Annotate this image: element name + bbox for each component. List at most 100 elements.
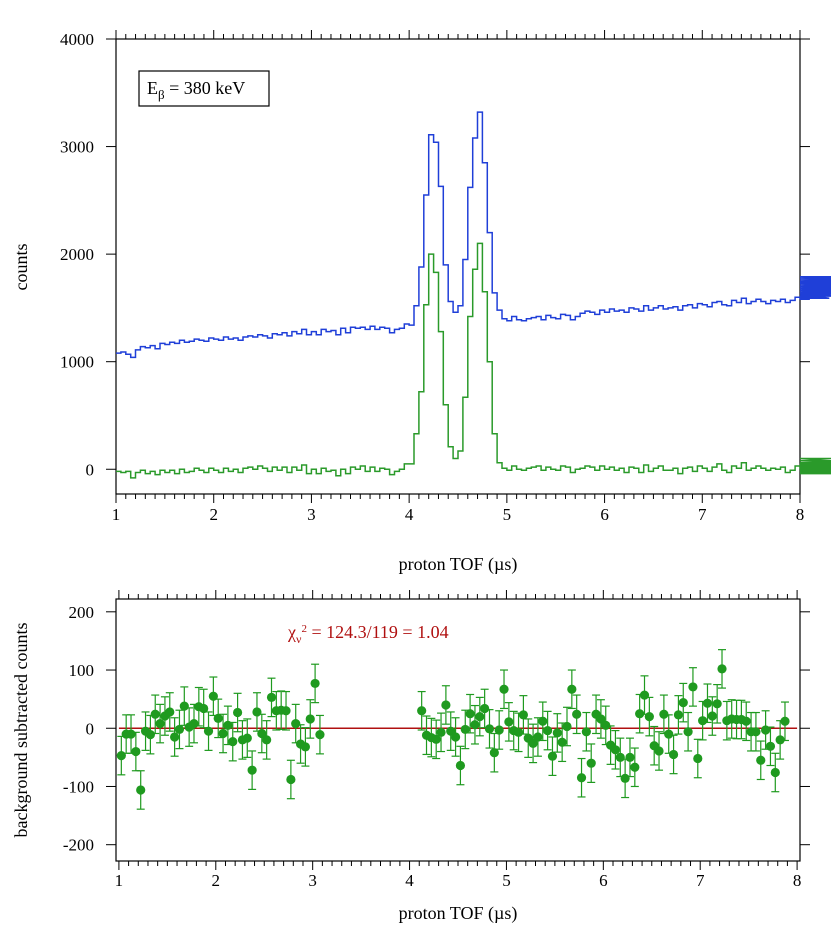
data-marker <box>528 738 538 748</box>
data-marker <box>165 707 175 717</box>
data-marker <box>286 774 296 785</box>
residual-point <box>736 699 746 740</box>
top-x-tick-label: 5 <box>503 505 512 524</box>
data-marker <box>199 703 209 714</box>
data-marker <box>741 716 751 726</box>
bottom-panel: 1 2 3 4 5 6 7 8 -200 -100 0 100 200 proton TOF (µs)… <box>11 590 810 924</box>
data-marker <box>460 724 470 735</box>
data-marker <box>664 729 674 739</box>
legend-frame <box>138 70 270 107</box>
data-marker <box>620 773 630 783</box>
residual-point <box>547 736 558 777</box>
data-marker <box>126 729 136 739</box>
residual-point <box>489 732 499 773</box>
legend-subscript: β <box>158 87 165 102</box>
energy-legend-box: Eβ = 380 keV <box>138 70 270 107</box>
chi-superscript: 2 <box>301 623 307 635</box>
residual-point <box>586 743 596 784</box>
residual-point <box>688 667 698 707</box>
residual-point <box>431 719 441 760</box>
residual-point <box>228 721 238 762</box>
data-marker <box>136 785 146 795</box>
residual-point <box>518 695 528 735</box>
data-marker <box>465 709 475 719</box>
residual-point <box>596 699 606 739</box>
bottom-y-tick-label: 200 <box>69 603 95 622</box>
residual-point <box>179 686 189 726</box>
data-marker <box>470 720 480 730</box>
residual-point <box>528 723 538 764</box>
top-x-axis-title: proton TOF (µs) <box>399 554 518 575</box>
residual-point <box>668 734 679 775</box>
top-x-tick-label: 6 <box>600 505 609 524</box>
residual-point <box>262 720 272 760</box>
data-marker <box>712 699 722 709</box>
data-marker <box>693 753 703 764</box>
residual-point <box>664 714 674 754</box>
data-marker <box>610 745 621 755</box>
residual-point <box>562 706 572 747</box>
residual-point <box>581 711 591 752</box>
data-marker <box>615 752 625 762</box>
data-marker <box>547 751 558 761</box>
residual-point <box>659 694 669 735</box>
data-marker <box>683 727 693 737</box>
residual-point <box>475 696 485 737</box>
data-marker <box>436 727 446 737</box>
top-x-tick-label: 2 <box>209 505 218 524</box>
top-y-tick-label: 3000 <box>60 138 94 157</box>
bottom-x-tick-label: 7 <box>696 871 705 890</box>
residual-point <box>538 701 548 742</box>
residual-point <box>644 696 654 737</box>
residual-point <box>174 709 185 750</box>
data-marker <box>242 733 252 743</box>
residual-point <box>223 705 233 746</box>
data-marker <box>441 700 451 710</box>
data-marker <box>707 711 717 721</box>
residual-point <box>610 729 621 770</box>
data-marker <box>557 737 567 747</box>
data-marker <box>668 749 679 760</box>
data-marker <box>688 682 698 692</box>
data-marker <box>455 760 466 771</box>
data-marker <box>543 725 553 736</box>
residual-point <box>761 710 771 750</box>
residual-point <box>460 709 470 750</box>
residual-point <box>693 738 703 779</box>
bottom-x-tick-label: 8 <box>793 871 802 890</box>
data-marker <box>131 746 141 757</box>
data-marker <box>213 713 223 723</box>
data-marker <box>567 684 577 694</box>
data-marker <box>170 732 180 742</box>
residual-point <box>605 725 616 765</box>
residual-point <box>315 714 325 755</box>
residual-point <box>717 649 727 689</box>
residual-point <box>436 712 446 753</box>
residual-point <box>576 757 587 798</box>
data-marker <box>513 727 524 737</box>
data-marker <box>761 725 771 735</box>
top-plot-frame <box>115 38 801 495</box>
data-marker <box>189 718 199 729</box>
data-marker <box>581 727 591 737</box>
residual-point <box>232 692 243 733</box>
residual-points-group <box>116 649 798 810</box>
data-marker <box>698 716 708 726</box>
top-y-tick-labels: 0 1000 2000 3000 4000 <box>60 30 94 479</box>
residual-point <box>145 714 155 755</box>
residual-point <box>756 740 766 781</box>
residual-point <box>702 683 713 724</box>
bottom-x-tick-label: 3 <box>308 871 317 890</box>
residual-point <box>543 710 553 751</box>
legend-label: Eβ = 380 keV <box>147 78 245 102</box>
data-marker <box>635 709 645 719</box>
residual-point <box>116 735 126 776</box>
data-marker <box>475 712 485 722</box>
residual-point <box>625 737 635 778</box>
residual-point <box>465 693 475 734</box>
data-marker <box>538 716 548 726</box>
data-marker <box>228 737 238 747</box>
residual-point <box>552 713 562 753</box>
data-marker <box>533 732 543 742</box>
